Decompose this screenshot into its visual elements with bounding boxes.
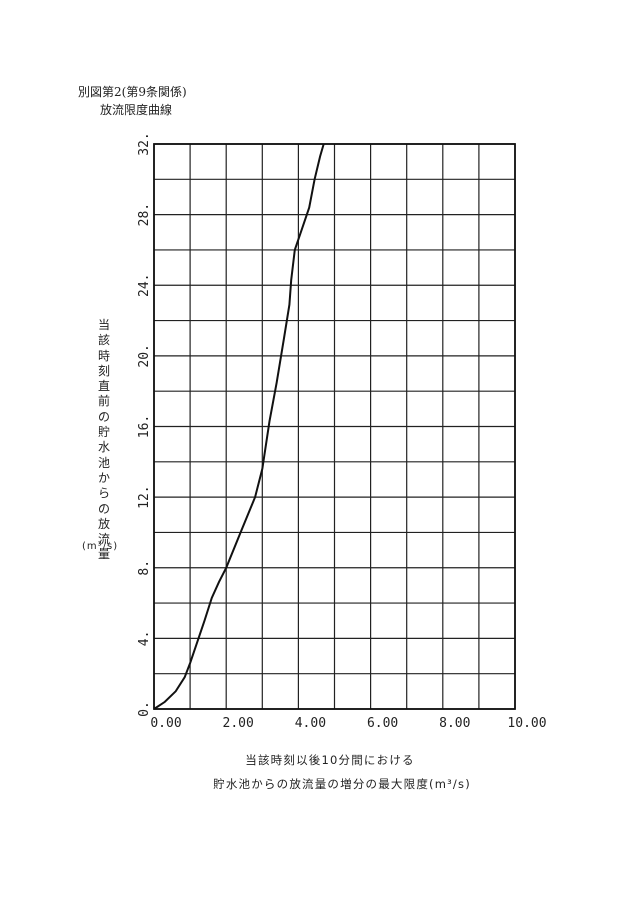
y-tick-label: 12. <box>137 485 152 508</box>
y-tick-label: 28. <box>137 203 152 226</box>
chart-grid <box>153 143 516 710</box>
figure-title: 放流限度曲線 <box>100 103 173 117</box>
x-tick-label: 10.00 <box>507 716 546 731</box>
x-axis-label-line2: 貯水池からの放流量の増分の最大限度(m³/s) <box>213 777 471 791</box>
x-tick-label: 4.00 <box>295 716 326 731</box>
y-axis-unit: (m³/s) <box>82 541 119 552</box>
y-tick-label: 4. <box>137 631 152 647</box>
x-tick-label: 0.00 <box>150 716 181 731</box>
figure-number: 別図第2(第9条関係) <box>78 85 187 99</box>
chart-frame <box>153 143 516 710</box>
y-tick-label: 20. <box>137 344 152 367</box>
x-tick-label: 2.00 <box>223 716 254 731</box>
y-tick-label: 16. <box>137 415 152 438</box>
y-tick-label: 0. <box>137 701 152 717</box>
x-tick-label: 8.00 <box>439 716 470 731</box>
document-header: 別図第2(第9条関係) 放流限度曲線 <box>78 83 187 119</box>
x-tick-labels: 0.00 2.00 4.00 6.00 8.00 10.00 <box>150 716 546 731</box>
y-tick-label: 8. <box>137 560 152 576</box>
y-tick-label: 32. <box>137 132 152 155</box>
plot-border <box>153 143 516 710</box>
y-tick-labels: 0. 4. 8. 12. 16. 20. 24. 28. 32. <box>137 132 152 717</box>
y-tick-label: 24. <box>137 274 152 297</box>
discharge-limit-curve <box>153 143 325 710</box>
y-axis-label: 当該時刻直前の貯水池からの放流量 <box>97 318 110 562</box>
x-tick-label: 6.00 <box>367 716 398 731</box>
x-axis-label-line1: 当該時刻以後10分間における <box>245 753 415 767</box>
